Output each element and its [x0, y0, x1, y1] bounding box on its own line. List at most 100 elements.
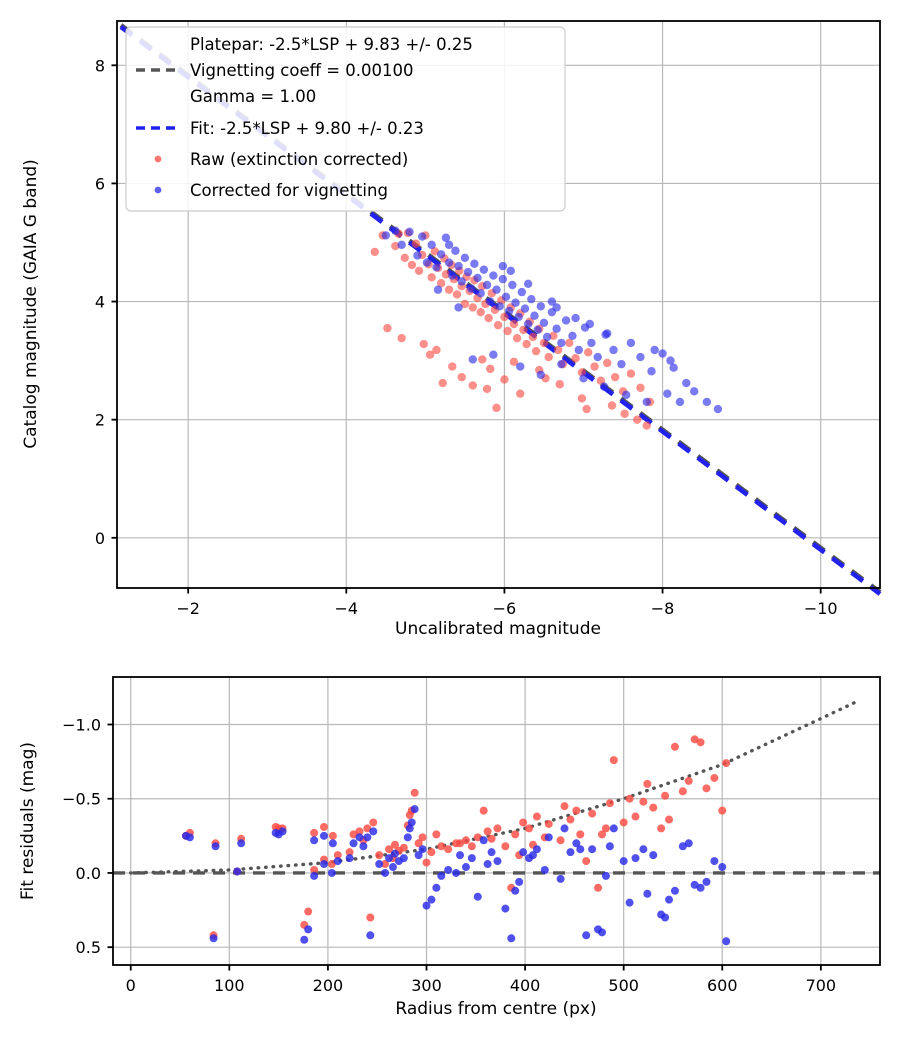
data-point	[310, 828, 319, 837]
data-point	[399, 843, 408, 852]
data-point	[319, 822, 328, 831]
legend-entry-platepar[interactable]: Platepar: -2.5*LSP + 9.83 +/- 0.25 Vigne…	[136, 35, 473, 106]
data-point	[363, 824, 372, 833]
bottom-plot-frame	[112, 676, 881, 966]
data-point	[625, 794, 634, 803]
legend-label-platepar-line2: Vignetting coeff = 0.00100	[190, 61, 414, 80]
data-point	[684, 839, 693, 848]
data-point	[626, 369, 636, 378]
data-point	[713, 404, 723, 414]
data-point	[388, 863, 397, 872]
data-point	[508, 280, 517, 290]
data-point	[610, 372, 620, 382]
data-point	[381, 231, 391, 240]
data-point	[410, 788, 419, 797]
data-point	[468, 355, 477, 364]
data-point	[486, 297, 495, 306]
data-point	[473, 892, 482, 901]
data-point	[366, 913, 375, 922]
data-point	[456, 839, 465, 848]
data-point	[456, 851, 465, 860]
data-point	[461, 863, 470, 872]
data-point	[561, 316, 571, 325]
data-point	[511, 886, 520, 895]
legend: Platepar: -2.5*LSP + 9.83 +/- 0.25 Vigne…	[125, 26, 566, 212]
data-point	[525, 824, 534, 833]
data-point	[328, 831, 337, 840]
data-point	[647, 367, 656, 376]
data-point	[532, 812, 541, 821]
data-point	[601, 824, 610, 833]
data-point	[565, 338, 574, 348]
bottom-plot-corrected-points	[181, 805, 731, 946]
data-point	[345, 854, 354, 863]
data-point	[444, 285, 454, 294]
data-point	[433, 285, 443, 294]
top-plot-tick-labels: −2 −4 −6 −8 −10 0 2 4 6 8	[95, 56, 838, 618]
tick-label-y: 2	[95, 411, 105, 430]
data-point	[590, 362, 599, 371]
data-point	[484, 313, 493, 323]
data-point	[327, 860, 336, 869]
data-point	[457, 372, 466, 382]
data-point	[658, 349, 667, 358]
data-point	[509, 357, 519, 366]
data-point	[568, 331, 577, 340]
data-point	[588, 845, 597, 854]
data-point	[483, 827, 492, 836]
data-point	[363, 833, 372, 842]
data-point	[470, 259, 479, 268]
data-point	[609, 824, 618, 833]
data-point	[463, 267, 473, 277]
legend-entry-corrected[interactable]: Corrected for vignetting	[154, 181, 388, 200]
data-point	[468, 303, 477, 312]
legend-entry-raw[interactable]: Raw (extinction corrected)	[154, 150, 409, 169]
data-point	[473, 273, 482, 283]
data-point	[487, 834, 496, 843]
data-point	[418, 833, 427, 842]
data-point	[185, 833, 194, 842]
legend-entry-fit[interactable]: Fit: -2.5*LSP + 9.80 +/- 0.23	[136, 119, 424, 138]
data-point	[621, 390, 631, 400]
data-point	[516, 389, 525, 398]
data-point	[327, 868, 336, 877]
data-point	[599, 382, 609, 391]
data-point	[582, 404, 591, 414]
data-point	[441, 233, 451, 242]
top-plot-tick-marks	[111, 64, 822, 594]
bottom-plot-background	[113, 677, 880, 965]
data-point	[495, 302, 504, 311]
data-point	[657, 824, 666, 833]
data-point	[670, 742, 679, 751]
data-point	[397, 333, 406, 343]
data-point	[454, 303, 463, 312]
tick-label-x: −10	[804, 599, 838, 618]
data-point	[451, 246, 460, 255]
data-point	[585, 319, 595, 329]
data-point	[405, 227, 414, 237]
data-point	[498, 261, 508, 271]
legend-marker-dot-red	[154, 155, 162, 163]
data-point	[501, 842, 510, 851]
data-point	[438, 378, 447, 388]
data-point	[479, 806, 488, 815]
data-point	[533, 325, 542, 335]
data-point	[584, 348, 593, 357]
data-point	[503, 326, 512, 336]
data-point	[468, 381, 477, 390]
data-point	[636, 352, 645, 362]
data-point	[540, 865, 549, 874]
data-point	[310, 865, 319, 874]
legend-marker-dot-blue	[154, 186, 162, 194]
data-point	[682, 378, 691, 388]
legend-label-corrected: Corrected for vignetting	[190, 181, 388, 200]
data-point	[400, 253, 410, 263]
data-point	[414, 851, 423, 860]
tick-label-y: −1.0	[62, 716, 101, 735]
data-point	[696, 883, 705, 892]
data-point	[437, 842, 446, 851]
data-point	[528, 332, 538, 342]
data-point	[566, 848, 575, 857]
data-point	[381, 860, 390, 869]
data-point	[444, 845, 453, 854]
